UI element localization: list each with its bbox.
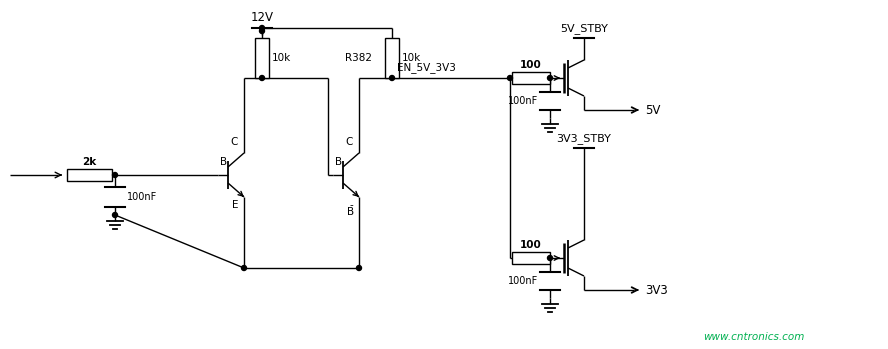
Circle shape [259,75,265,81]
Circle shape [242,266,247,270]
Bar [512,252,550,264]
Circle shape [390,75,394,81]
Text: C: C [345,137,353,147]
Circle shape [548,255,552,260]
Text: www.cntronics.com: www.cntronics.com [703,332,805,342]
Text: 2k: 2k [83,157,97,167]
Text: EN_5V_3V3: EN_5V_3V3 [397,62,456,73]
Text: 3V3_STBY: 3V3_STBY [557,133,612,144]
Text: B: B [347,207,354,217]
Text: R382: R382 [345,53,372,63]
Text: 100nF: 100nF [508,96,538,106]
Text: 3V3: 3V3 [645,283,668,297]
Circle shape [259,29,265,34]
Text: 10k: 10k [402,53,421,63]
Circle shape [356,266,361,270]
Text: 12V: 12V [250,11,274,24]
Bar [512,72,550,84]
Text: 10k: 10k [272,53,291,63]
Text: 5V_STBY: 5V_STBY [560,23,608,34]
Circle shape [508,75,512,81]
Text: E: E [232,200,239,210]
Circle shape [113,172,117,178]
Text: 5V: 5V [645,104,661,117]
Bar [67,169,112,181]
Text: 100: 100 [520,60,542,70]
Text: 100nF: 100nF [127,192,157,202]
Bar [385,38,399,78]
Text: C: C [230,137,237,147]
Text: -: - [349,200,353,210]
Text: B: B [335,157,342,167]
Text: 100: 100 [520,240,542,250]
Circle shape [113,213,117,217]
Circle shape [548,75,552,81]
Text: B: B [220,157,227,167]
Circle shape [259,25,265,30]
Bar [255,38,269,78]
Text: 100nF: 100nF [508,276,538,286]
